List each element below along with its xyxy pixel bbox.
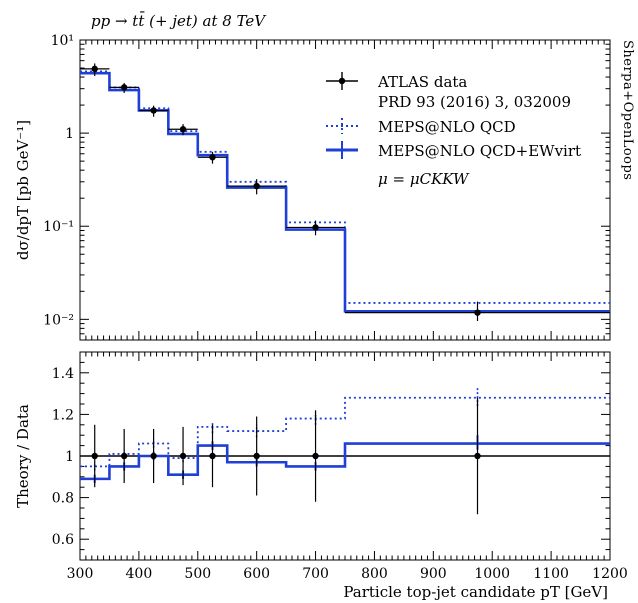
ratio-data-point [91, 452, 98, 460]
legend: ATLAS data PRD 93 (2016) 3, 032009 MEPS@… [326, 72, 581, 188]
generator-label: Sherpa+OpenLoops [620, 40, 635, 180]
legend-label-reference: PRD 93 (2016) 3, 032009 [378, 93, 571, 111]
main-y-tick-label: 10¹ [51, 33, 74, 49]
ratio-y-tick-label: 1 [65, 449, 74, 465]
main-data-point [120, 84, 128, 91]
x-tick-label: 300 [67, 566, 94, 582]
legend-label-ew: MEPS@NLO QCD+EWvirt [378, 142, 581, 160]
x-tick-label: 400 [126, 566, 153, 582]
x-tick-label: 800 [361, 566, 388, 582]
main-data-point [179, 126, 187, 133]
ratio-series-layer [80, 387, 610, 515]
main-y-tick-label: 1 [65, 126, 74, 142]
main-data-point [150, 107, 157, 114]
ratio-data-point [312, 452, 319, 460]
ratio-data-point [179, 452, 187, 460]
legend-label-qcd: MEPS@NLO QCD [378, 118, 516, 136]
x-tick-label: 1100 [533, 566, 569, 582]
x-tick-label: 1200 [592, 566, 628, 582]
ratio-data-point [253, 452, 260, 460]
ratio-y-tick-label: 1.4 [52, 366, 74, 382]
ratio-data-point [150, 452, 157, 460]
main-data-point [474, 309, 481, 316]
ratio-data-point [209, 452, 216, 460]
ratio-ew-step [80, 442, 610, 481]
legend-label-data: ATLAS data [377, 73, 467, 91]
main-data-point [91, 65, 98, 73]
main-series-layer [80, 63, 610, 321]
main-y-axis-label: dσ/dpT [pb GeV⁻¹] [14, 120, 32, 260]
legend-label-scale: μ = μCKKW [378, 170, 470, 188]
x-axis-label: Particle top-jet candidate pT [GeV] [343, 583, 608, 601]
main-y-tick-label: 10⁻¹ [43, 219, 74, 235]
main-data-point [209, 154, 216, 161]
x-tick-label: 500 [184, 566, 211, 582]
x-tick-label: 600 [243, 566, 270, 582]
ratio-y-axis-label: Theory / Data [14, 404, 32, 508]
legend-marker-ew [326, 141, 358, 159]
main-axis-ticks: 10¹ 1 10⁻¹ 10⁻² [43, 33, 611, 341]
process-title: pp → tt̄ (+ jet) at 8 TeV [91, 12, 267, 30]
ratio-y-tick-label: 0.8 [52, 491, 74, 507]
x-tick-label: 900 [420, 566, 447, 582]
legend-marker-qcd [326, 118, 358, 134]
main-y-tick-label: 10⁻² [43, 312, 74, 328]
main-data-point [312, 224, 319, 231]
ratio-data-point [120, 452, 128, 460]
ratio-data-point [474, 452, 481, 460]
ratio-y-tick-label: 1.2 [52, 407, 74, 423]
x-tick-label: 1000 [474, 566, 510, 582]
x-tick-label: 700 [302, 566, 329, 582]
legend-marker-data [326, 72, 358, 90]
main-data-point [253, 182, 260, 190]
ratio-y-tick-label: 0.6 [52, 532, 74, 548]
ratio-axis-ticks: 300 400 500 600 700 800 900 1000 1100 1200 0.6 0.8 1… [52, 351, 628, 582]
